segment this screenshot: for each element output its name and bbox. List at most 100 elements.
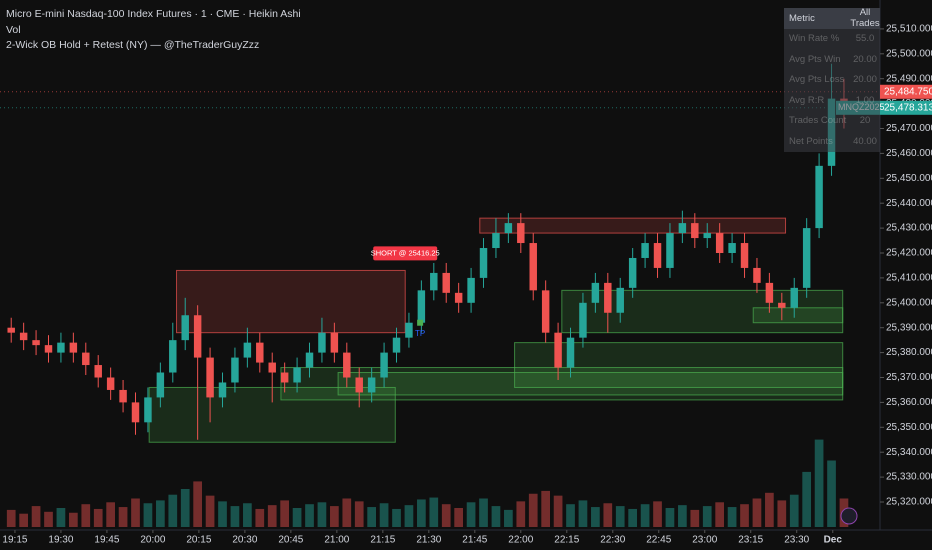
- volume-bar: [454, 508, 464, 527]
- table-cell: Avg Pts Win: [789, 53, 841, 65]
- y-tick-label: 25,380.000: [886, 347, 932, 358]
- candle-body: [715, 233, 724, 253]
- y-tick-label: 25,460.000: [886, 148, 932, 159]
- candle-body: [94, 365, 102, 378]
- volume-bar: [205, 495, 215, 527]
- volume-pane: [6, 439, 849, 527]
- stats-table: Metric All Trades Win Rate % 55.0 Avg Pts Wi…: [784, 7, 880, 152]
- candle-body: [778, 302, 786, 308]
- candle-body: [7, 327, 15, 333]
- y-tick-label: 25,330.000: [886, 472, 932, 483]
- candle-body: [703, 233, 711, 239]
- candle-body: [666, 233, 674, 268]
- volume-bar: [504, 509, 513, 527]
- x-tick-label: 21:30: [416, 535, 441, 546]
- volume-bar: [752, 498, 762, 527]
- volume-bar: [566, 504, 575, 527]
- x-tick-label: 19:30: [48, 535, 73, 546]
- y-tick-label: 25,390.000: [886, 322, 932, 333]
- y-tick-label: 25,360.000: [886, 397, 932, 408]
- candle-body: [32, 340, 40, 346]
- volume-bar: [93, 508, 103, 527]
- volume-bar: [292, 508, 302, 527]
- volume-bar: [156, 500, 165, 527]
- candle-body: [678, 223, 687, 234]
- alert-icon[interactable]: [840, 507, 858, 525]
- candle-body: [753, 267, 761, 283]
- y-tick-label: 25,490.000: [886, 73, 932, 84]
- y-tick-label: 25,370.000: [886, 372, 932, 383]
- volume-bar: [180, 489, 190, 527]
- table-cell: 1.00: [855, 94, 875, 106]
- candle-body: [517, 223, 525, 244]
- candle-body: [504, 223, 513, 234]
- candle-body: [566, 337, 575, 368]
- table-cell: 55.0: [855, 33, 875, 45]
- x-tick-label: 23:30: [784, 535, 809, 546]
- volume-bar: [441, 504, 451, 527]
- volume-bar: [591, 507, 600, 527]
- volume-bar: [528, 493, 538, 527]
- table-row: Net Points 40.00: [784, 131, 880, 152]
- candle-body: [181, 315, 189, 341]
- volume-bar: [802, 471, 812, 527]
- y-tick-label: 25,410.000: [886, 273, 932, 284]
- volume-bar: [317, 502, 327, 527]
- x-tick-label: 23:15: [738, 535, 763, 546]
- candle-body: [19, 332, 28, 341]
- table-cell: Avg Pts Loss: [789, 74, 845, 86]
- y-tick-label: 25,320.000: [886, 497, 932, 508]
- axes: 25,320.000 25,330.000 25,340.000 25,350.000…: [2, 24, 932, 546]
- candle-body: [293, 367, 301, 383]
- x-tick-label: 20:45: [278, 535, 303, 546]
- volume-bar: [765, 492, 774, 527]
- table-row: Win Rate % 55.0: [784, 28, 880, 49]
- y-tick-label: 25,470.000: [886, 123, 932, 134]
- candle-body: [57, 342, 65, 353]
- volume-bar: [628, 508, 638, 527]
- target-marker: [417, 319, 424, 326]
- x-tick-label: 22:15: [554, 535, 579, 546]
- candle-body: [218, 382, 227, 398]
- candle-body: [802, 228, 811, 288]
- candle-body: [765, 282, 774, 303]
- candle-body: [256, 342, 264, 363]
- candle-body: [728, 243, 736, 253]
- volume-bar: [81, 504, 91, 527]
- table-row: Avg Pts Loss 20.00: [784, 69, 880, 90]
- price-label-box: [880, 84, 932, 99]
- table-cell: 40.00: [853, 135, 877, 147]
- y-tick-label: 25,500.000: [886, 48, 932, 59]
- table-row: Avg R:R 1.00: [784, 90, 880, 111]
- table-cell: Metric: [789, 12, 815, 24]
- candle-body: [541, 290, 550, 333]
- price-label: 25,484.750: [884, 86, 932, 97]
- candle-body: [641, 243, 649, 258]
- x-tick-label: 19:45: [94, 535, 119, 546]
- volume-bar: [19, 513, 28, 527]
- candle-body: [454, 292, 463, 303]
- volume-bar: [653, 501, 662, 527]
- y-tick-label: 25,440.000: [886, 198, 932, 209]
- candle-body: [442, 272, 450, 293]
- signal-label: SHORT @ 25416.25: [371, 248, 440, 257]
- x-tick-label: 21:15: [370, 535, 395, 546]
- table-row: Metric All Trades: [784, 7, 880, 30]
- candle-body: [616, 287, 624, 313]
- candle-body: [367, 377, 376, 393]
- x-tick-label: 19:15: [2, 535, 27, 546]
- y-tick-label: 25,340.000: [886, 447, 932, 458]
- candle-body: [653, 243, 662, 268]
- x-tick-label: 20:15: [186, 535, 211, 546]
- volume-bar: [541, 490, 551, 527]
- candle-body: [280, 372, 289, 383]
- candle-body: [330, 332, 339, 353]
- candle-body: [554, 332, 562, 368]
- table-cell: All Trades: [850, 7, 880, 30]
- candle-body: [355, 377, 363, 393]
- volume-bar: [417, 499, 426, 527]
- x-tick-label: 22:30: [600, 535, 625, 546]
- volume-bar: [491, 506, 501, 527]
- x-tick-label: 23:00: [692, 535, 717, 546]
- candle-body: [604, 282, 612, 313]
